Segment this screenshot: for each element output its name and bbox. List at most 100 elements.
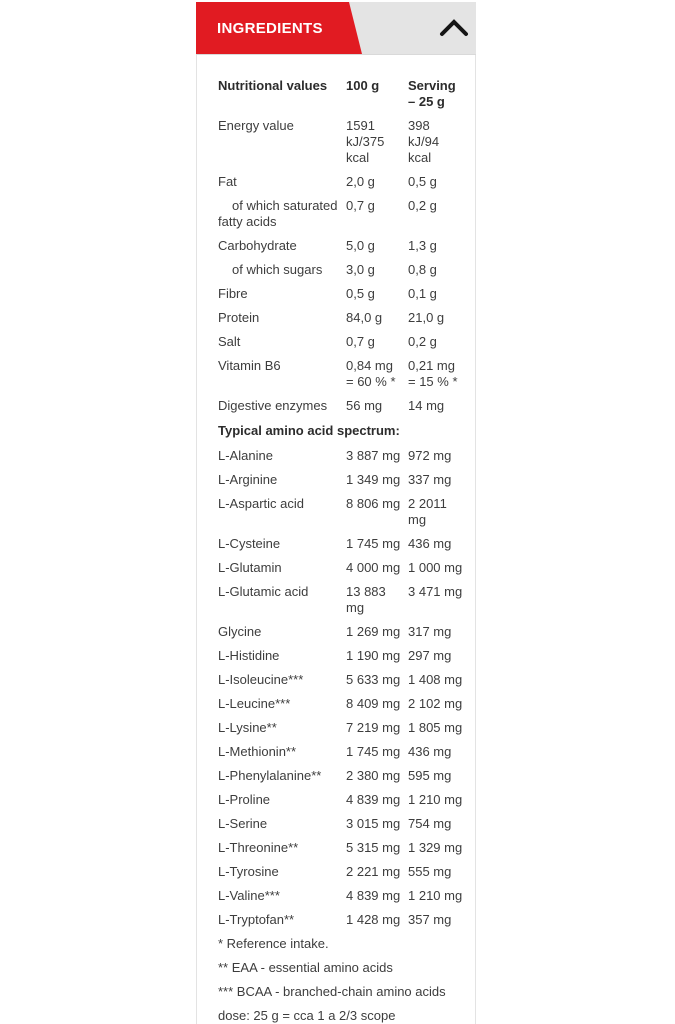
table-row: L-Aspartic acid 8 806 mg 2 2011 mg (218, 492, 463, 532)
row-value-100g: 3 015 mg (346, 816, 401, 831)
row-value-serving: 3 471 mg (408, 584, 463, 599)
row-value-serving: 1 408 mg (408, 672, 463, 687)
row-label: Digestive enzymes (218, 398, 328, 413)
row-value-100g: 0,7 g (346, 334, 375, 349)
row-value-serving: 0,1 g (408, 286, 437, 301)
table-header-row: Nutritional values 100 g Serving – 25 g (218, 74, 463, 114)
row-label: L-Alanine (218, 448, 273, 463)
row-label: L-Lysine** (218, 720, 277, 735)
ingredients-accordion-header[interactable]: INGREDIENTS (196, 2, 476, 55)
row-value-serving: 1 329 mg (408, 840, 463, 855)
row-value-100g: 4 839 mg (346, 792, 401, 807)
row-value-serving: 0,5 g (408, 174, 437, 189)
row-label: L-Histidine (218, 648, 280, 663)
row-label: Fibre (218, 286, 248, 301)
row-value-100g: 8 806 mg (346, 496, 401, 511)
table-row: Salt 0,7 g 0,2 g (218, 330, 463, 354)
table-row: L-Methionin** 1 745 mg 436 mg (218, 740, 463, 764)
row-value-serving: 357 mg (408, 912, 452, 927)
row-value-100g: 56 mg (346, 398, 383, 413)
table-row: L-Lysine** 7 219 mg 1 805 mg (218, 716, 463, 740)
row-value-100g: 0,84 mg = 60 % * (346, 358, 396, 389)
row-label: of which saturated fatty acids (218, 198, 338, 229)
table-row: Glycine 1 269 mg 317 mg (218, 620, 463, 644)
row-label: Fat (218, 174, 237, 189)
row-value-100g: 1 269 mg (346, 624, 401, 639)
row-label: L-Arginine (218, 472, 278, 487)
row-value-100g: 2 380 mg (346, 768, 401, 783)
row-label: Energy value (218, 118, 294, 133)
row-value-serving: 2 102 mg (408, 696, 463, 711)
ingredients-accordion: INGREDIENTS Nutritional values 100 g Ser… (196, 2, 476, 1024)
table-row: Fat 2,0 g 0,5 g (218, 170, 463, 194)
table-row: Energy value 1591 kJ/375 kcal 398 kJ/94 kc… (218, 114, 463, 170)
amino-acid-rows: L-Alanine 3 887 mg 972 mg L-Arginine 1 349 m… (218, 444, 463, 932)
footnote: dose: 25 g = cca 1 a 2/3 scope (218, 1008, 396, 1023)
row-value-100g: 1 745 mg (346, 744, 401, 759)
table-row: L-Serine 3 015 mg 754 mg (218, 812, 463, 836)
row-value-100g: 1 745 mg (346, 536, 401, 551)
table-row: L-Isoleucine*** 5 633 mg 1 408 mg (218, 668, 463, 692)
row-label: Carbohydrate (218, 238, 297, 253)
row-value-100g: 0,5 g (346, 286, 375, 301)
row-value-100g: 5 633 mg (346, 672, 401, 687)
table-row: L-Glutamin 4 000 mg 1 000 mg (218, 556, 463, 580)
row-value-100g: 3 887 mg (346, 448, 401, 463)
row-value-serving: 1 210 mg (408, 888, 463, 903)
row-label: L-Tryptofan** (218, 912, 295, 927)
row-value-100g: 1591 kJ/375 kcal (346, 118, 385, 165)
nutrition-panel: Nutritional values 100 g Serving – 25 g … (196, 55, 476, 1024)
row-value-100g: 2 221 mg (346, 864, 401, 879)
row-value-serving: 436 mg (408, 744, 452, 759)
nutrition-rows: Energy value 1591 kJ/375 kcal 398 kJ/94 kc… (218, 114, 463, 418)
ingredients-ribbon: INGREDIENTS (196, 2, 362, 54)
row-label: L-Proline (218, 792, 271, 807)
row-label: L-Cysteine (218, 536, 281, 551)
row-value-100g: 4 000 mg (346, 560, 401, 575)
row-value-serving: 436 mg (408, 536, 452, 551)
row-value-serving: 337 mg (408, 472, 452, 487)
chevron-up-icon[interactable] (439, 19, 469, 37)
row-value-serving: 0,8 g (408, 262, 437, 277)
row-value-serving: 2 2011 mg (408, 496, 447, 527)
row-label: L-Glutamin (218, 560, 282, 575)
table-row: of which sugars 3,0 g 0,8 g (218, 258, 463, 282)
row-value-100g: 2,0 g (346, 174, 375, 189)
row-value-100g: 5 315 mg (346, 840, 401, 855)
row-value-serving: 1 805 mg (408, 720, 463, 735)
table-row: L-Tryptofan** 1 428 mg 357 mg (218, 908, 463, 932)
footnote: * Reference intake. (218, 936, 329, 951)
row-value-100g: 4 839 mg (346, 888, 401, 903)
row-value-serving: 398 kJ/94 kcal (408, 118, 440, 165)
row-value-serving: 317 mg (408, 624, 452, 639)
row-value-100g: 1 190 mg (346, 648, 401, 663)
row-label: Vitamin B6 (218, 358, 281, 373)
row-value-serving: 297 mg (408, 648, 452, 663)
row-value-100g: 84,0 g (346, 310, 383, 325)
column-header-nutritional-values: Nutritional values (218, 78, 328, 93)
table-row: L-Alanine 3 887 mg 972 mg (218, 444, 463, 468)
row-label: L-Threonine** (218, 840, 299, 855)
row-value-serving: 1 000 mg (408, 560, 463, 575)
row-label: Protein (218, 310, 260, 325)
row-label: L-Leucine*** (218, 696, 291, 711)
row-label: of which sugars (232, 262, 323, 277)
column-header-serving: Serving – 25 g (408, 78, 456, 109)
row-value-100g: 1 428 mg (346, 912, 401, 927)
table-row: L-Histidine 1 190 mg 297 mg (218, 644, 463, 668)
row-label: Salt (218, 334, 241, 349)
row-value-serving: 21,0 g (408, 310, 445, 325)
row-value-100g: 3,0 g (346, 262, 375, 277)
row-value-serving: 754 mg (408, 816, 452, 831)
row-label: L-Valine*** (218, 888, 280, 903)
table-row: L-Valine*** 4 839 mg 1 210 mg (218, 884, 463, 908)
row-value-serving: 0,21 mg = 15 % * (408, 358, 458, 389)
row-label: Glycine (218, 624, 262, 639)
table-row: L-Leucine*** 8 409 mg 2 102 mg (218, 692, 463, 716)
row-value-serving: 1,3 g (408, 238, 437, 253)
ingredients-title: INGREDIENTS (217, 19, 323, 37)
table-row: L-Cysteine 1 745 mg 436 mg (218, 532, 463, 556)
table-row: L-Tyrosine 2 221 mg 555 mg (218, 860, 463, 884)
row-value-serving: 14 mg (408, 398, 445, 413)
row-value-100g: 0,7 g (346, 198, 375, 213)
